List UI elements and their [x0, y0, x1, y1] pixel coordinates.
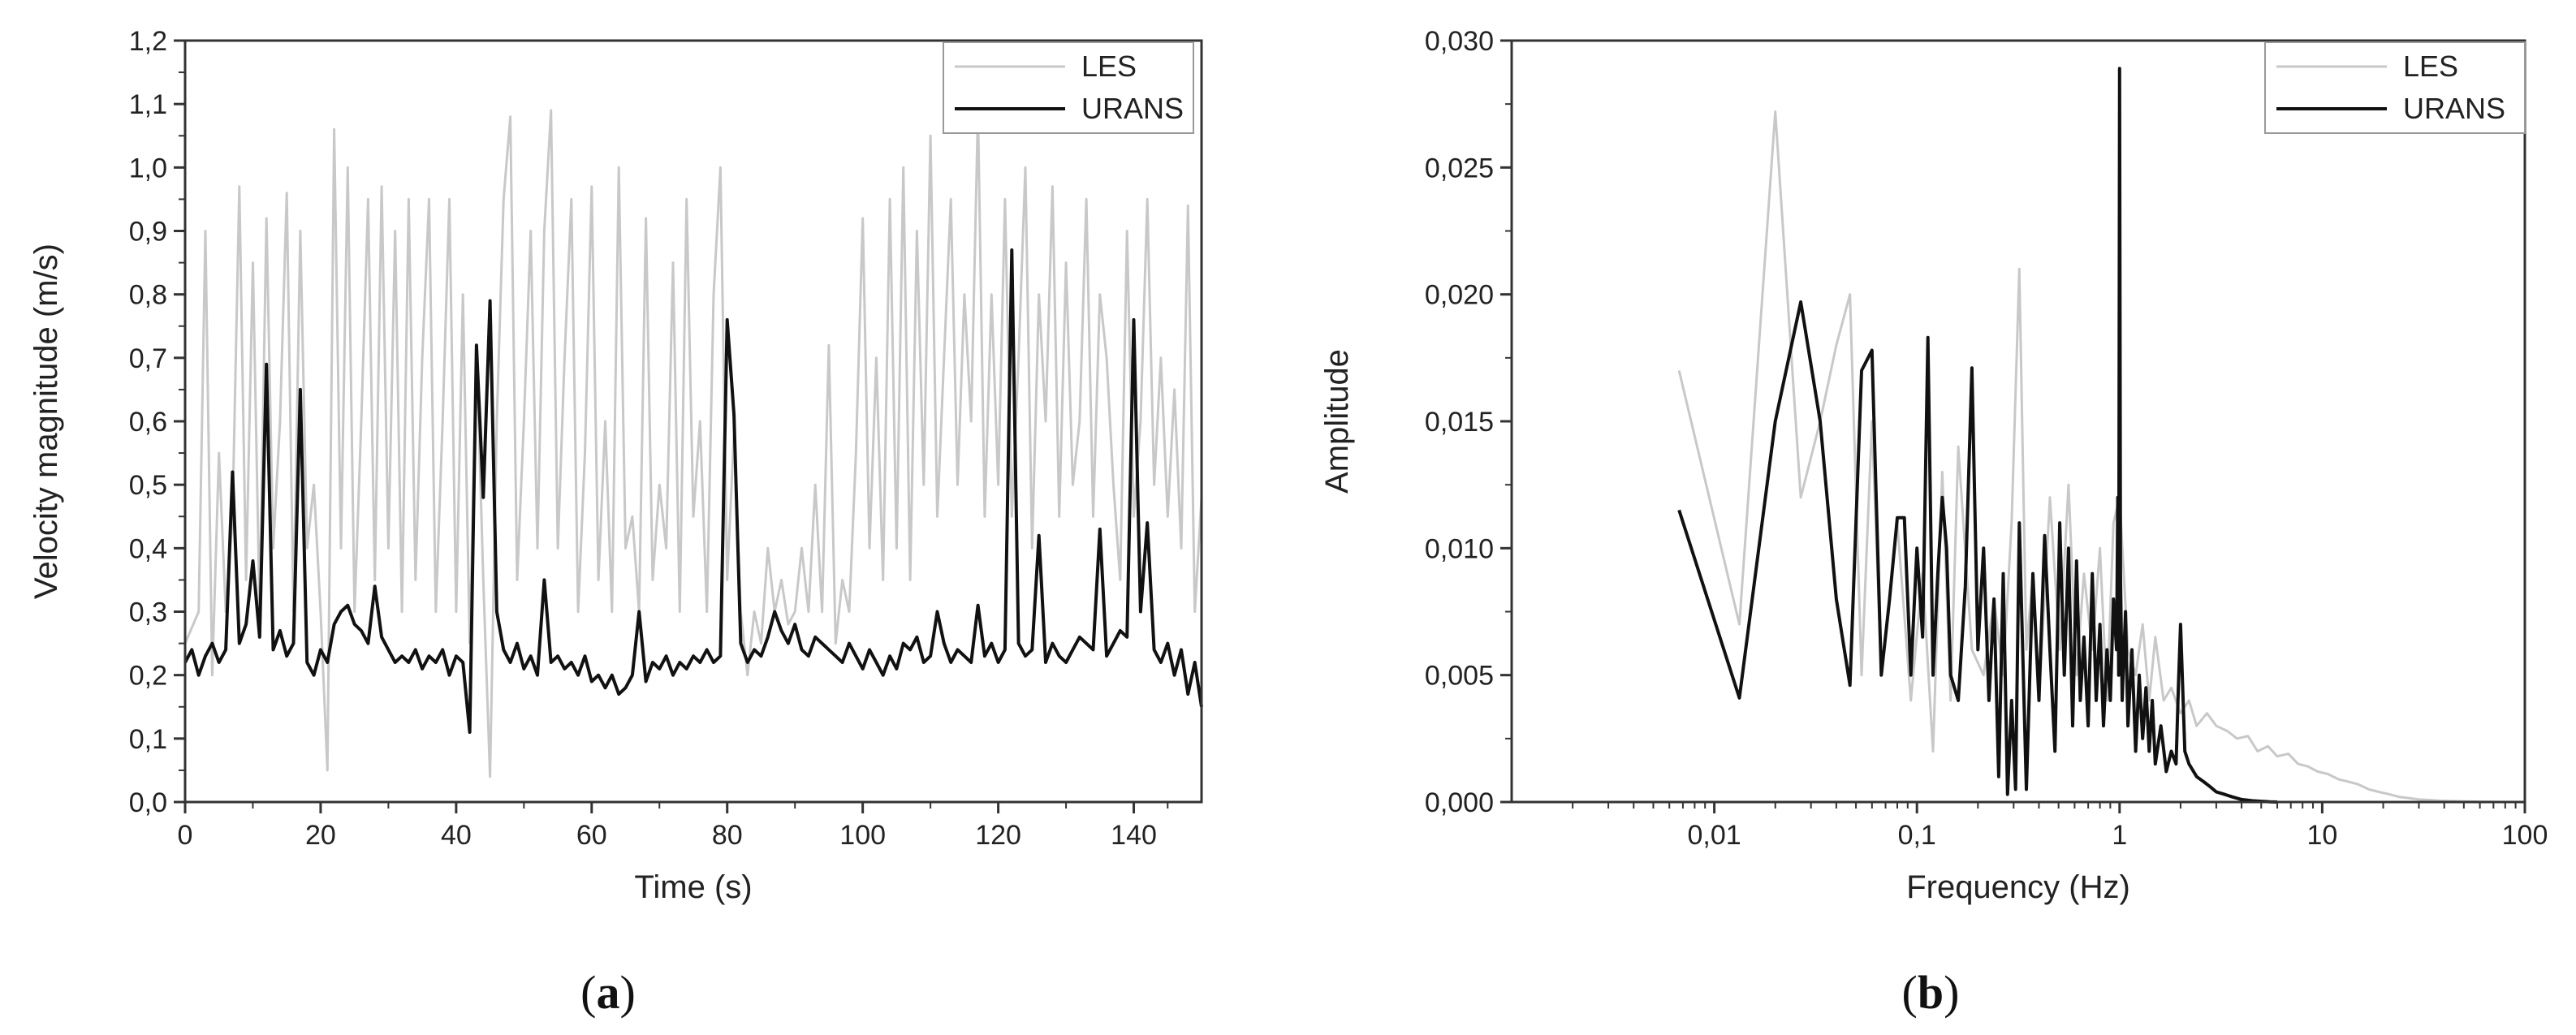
- y-tick-label: 0,4: [129, 533, 167, 564]
- x-axis-title: Frequency (Hz): [1906, 869, 2130, 905]
- series-line-les: [1677, 110, 2525, 804]
- x-tick-label: 0,01: [1688, 820, 1741, 851]
- y-tick-label: 0,010: [1425, 533, 1494, 564]
- y-tick-label: 1,2: [129, 26, 167, 57]
- x-tick-label: 40: [441, 820, 472, 851]
- y-tick-label: 0,8: [129, 280, 167, 311]
- panel-a: 0,0 0,1 0,2 0,3 0,4 0,5 0,6 0,7 0,8 0,9 1,0 1,1 1,2 0…: [28, 26, 1203, 1019]
- y-tick-label: 0,3: [129, 597, 167, 628]
- y-tick-label: 0,020: [1425, 280, 1494, 311]
- y-tick-label: 0,2: [129, 661, 167, 692]
- x-tick-label: 120: [975, 820, 1021, 851]
- series-line-urans: [183, 248, 1203, 734]
- series-line-urans: [1677, 67, 2278, 804]
- panel-label: (a): [580, 966, 636, 1019]
- legend-label-les: LES: [2403, 50, 2458, 83]
- legend-box: [943, 41, 1194, 134]
- legend-label-les: LES: [1081, 50, 1137, 83]
- y-tick-label: 1,0: [129, 153, 167, 183]
- y-tick-label: 0,5: [129, 470, 167, 501]
- legend-box: [2264, 41, 2526, 134]
- panel-label-open: (: [1902, 966, 1918, 1019]
- x-tick-label: 0: [178, 820, 193, 851]
- x-tick-label: 20: [305, 820, 336, 851]
- y-tick-label: 0,025: [1425, 153, 1494, 183]
- y-tick-label: 0,0: [129, 787, 167, 818]
- legend-label-urans: URANS: [2403, 92, 2505, 125]
- x-tick-label: 60: [576, 820, 607, 851]
- x-tick-label: 10: [2306, 820, 2337, 851]
- x-tick-label: 140: [1111, 820, 1157, 851]
- panel-label-letter: b: [1918, 966, 1944, 1019]
- y-tick-label: 1,1: [129, 89, 167, 120]
- y-tick-label: 0,030: [1425, 26, 1494, 57]
- x-tick-label: 0,1: [1898, 820, 1936, 851]
- y-tick-label: 0,6: [129, 407, 167, 438]
- x-tick-label: 1: [2112, 820, 2127, 851]
- x-axis-title: Time (s): [634, 869, 752, 905]
- y-tick-label: 0,7: [129, 343, 167, 374]
- y-tick-label: 0,015: [1425, 407, 1494, 438]
- panel-label-open: (: [580, 966, 596, 1019]
- panel-label-letter: a: [597, 966, 620, 1019]
- y-tick-label: 0,1: [129, 724, 167, 755]
- y-axis-title: Amplitude: [1319, 349, 1355, 494]
- x-tick-label: 100: [2502, 820, 2548, 851]
- panel-label-close: ): [1944, 966, 1959, 1019]
- y-axis-title: Velocity magnitude (m/s): [28, 244, 64, 599]
- series-line-les: [183, 109, 1203, 778]
- panel-label-close: ): [620, 966, 636, 1019]
- y-tick-label: 0,005: [1425, 661, 1494, 692]
- x-tick-label: 80: [712, 820, 743, 851]
- x-tick-label: 100: [839, 820, 886, 851]
- y-tick-label: 0,000: [1425, 787, 1494, 818]
- legend-label-urans: URANS: [1081, 92, 1184, 125]
- plot-frame: [183, 39, 1203, 804]
- panel-b: 0,000 0,005 0,010 0,015 0,020 0,025 0,030 0,01 0…: [1319, 26, 2548, 1019]
- panel-label: (b): [1902, 966, 1960, 1019]
- y-tick-label: 0,9: [129, 217, 167, 248]
